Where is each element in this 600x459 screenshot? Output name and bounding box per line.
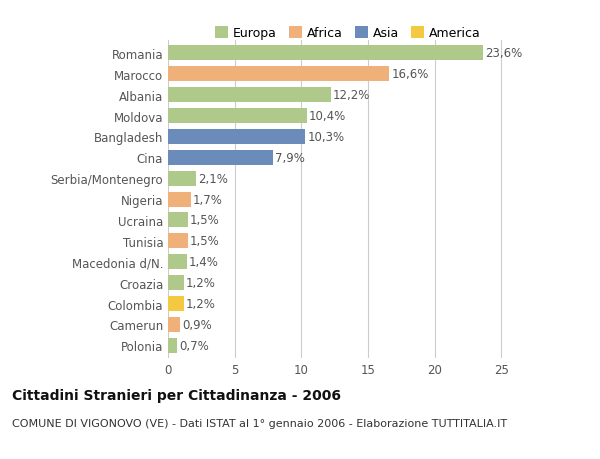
Bar	[168, 88, 331, 103]
Bar	[168, 46, 482, 62]
Bar	[168, 297, 184, 311]
Text: COMUNE DI VIGONOVO (VE) - Dati ISTAT al 1° gennaio 2006 - Elaborazione TUTTITALI: COMUNE DI VIGONOVO (VE) - Dati ISTAT al …	[12, 418, 507, 428]
Bar	[168, 255, 187, 270]
Text: 16,6%: 16,6%	[391, 68, 429, 81]
Text: 12,2%: 12,2%	[332, 89, 370, 102]
Text: 2,1%: 2,1%	[198, 172, 228, 185]
Bar	[168, 338, 178, 353]
Text: 10,3%: 10,3%	[307, 131, 344, 144]
Bar	[168, 275, 184, 291]
Bar	[168, 234, 188, 249]
Text: 0,7%: 0,7%	[179, 339, 209, 352]
Bar	[168, 317, 180, 332]
Bar	[168, 67, 389, 82]
Bar	[168, 151, 274, 166]
Bar	[168, 171, 196, 186]
Text: 23,6%: 23,6%	[485, 47, 522, 60]
Text: 10,4%: 10,4%	[308, 110, 346, 123]
Text: 1,2%: 1,2%	[186, 276, 216, 290]
Text: 1,5%: 1,5%	[190, 214, 220, 227]
Text: 1,4%: 1,4%	[188, 256, 218, 269]
Text: 7,9%: 7,9%	[275, 151, 305, 164]
Text: Cittadini Stranieri per Cittadinanza - 2006: Cittadini Stranieri per Cittadinanza - 2…	[12, 388, 341, 402]
Text: 1,5%: 1,5%	[190, 235, 220, 248]
Text: 1,2%: 1,2%	[186, 297, 216, 310]
Bar	[168, 213, 188, 228]
Bar	[168, 109, 307, 124]
Text: 1,7%: 1,7%	[193, 193, 223, 206]
Bar	[168, 129, 305, 145]
Legend: Europa, Africa, Asia, America: Europa, Africa, Asia, America	[211, 22, 485, 45]
Text: 0,9%: 0,9%	[182, 318, 212, 331]
Bar	[168, 192, 191, 207]
